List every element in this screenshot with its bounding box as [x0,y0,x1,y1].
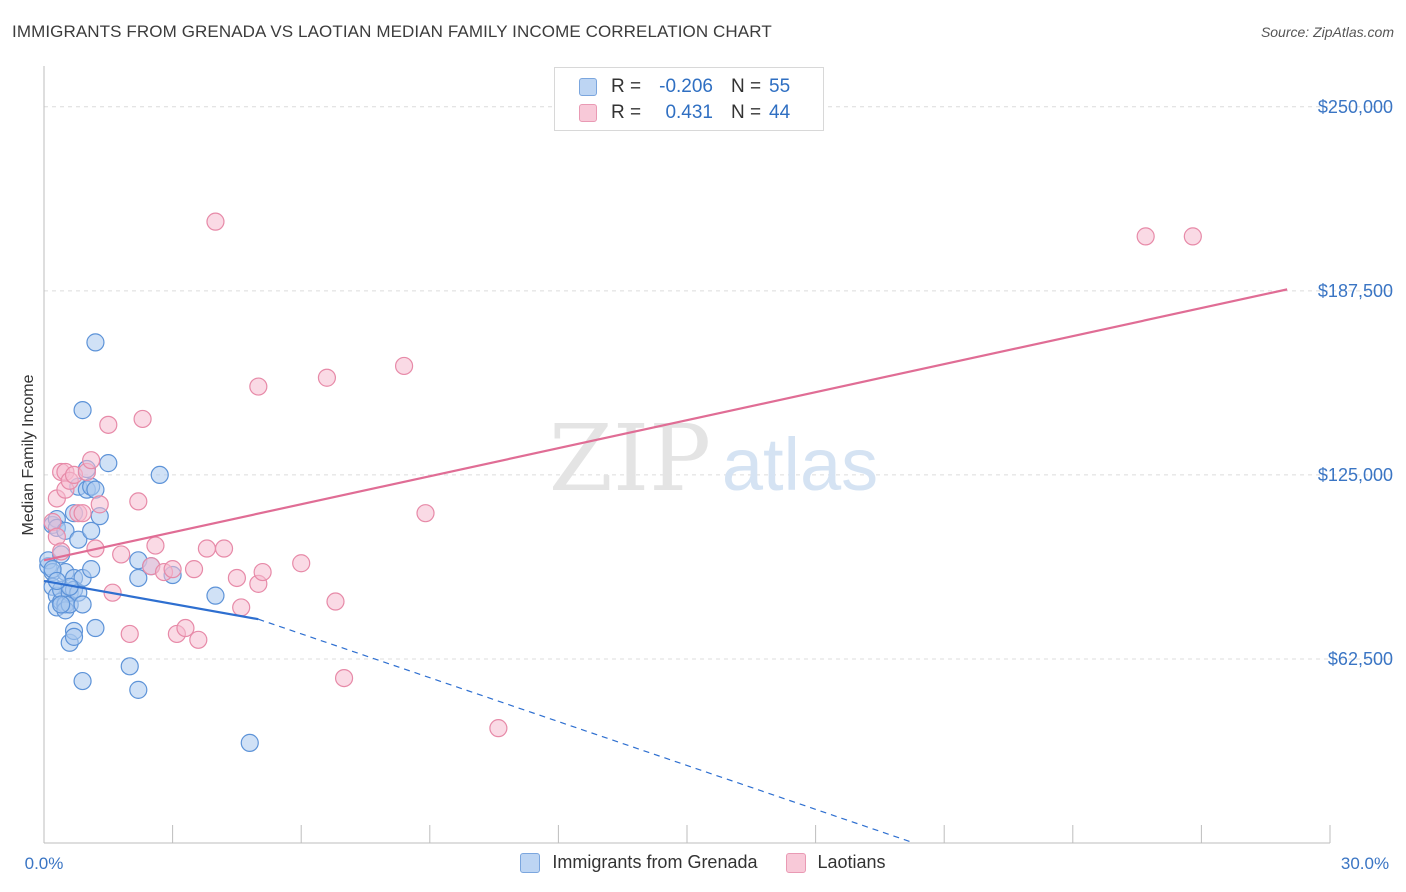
grenada-point [129,568,148,588]
laotians-point [133,409,152,429]
legend-r-label: R = [611,102,642,123]
laotians-point [334,668,354,688]
legend-n-value: 55 [769,76,791,97]
y-tick-label: $62,500 [1328,649,1393,669]
laotians-point [416,504,435,523]
laotians-point [206,212,225,231]
trend-lines [43,288,1288,844]
laotians-point [146,536,165,555]
legend-r-value: -0.206 [659,76,713,97]
laotians-trend-line [43,288,1288,562]
grenada-point [52,595,71,614]
watermark-zip: ZIP [549,405,711,512]
x-tick-label: 30.0% [1341,854,1389,873]
grenada-point [99,454,118,473]
laotians-point [120,624,139,644]
laotians-point [184,560,204,579]
y-axis-label: Median Family Income [20,374,37,535]
y-tick-label: $250,000 [1318,97,1393,117]
grenada-point [86,618,105,638]
legend-swatch-blue [579,78,597,96]
laotians-point [317,368,337,387]
grenada-trend-extension [258,618,915,844]
laotians-point [99,415,118,434]
grenada-point [150,465,169,485]
correlation-legend: R = -0.206 N = 55 R = 0.431 N = 44 [554,67,824,131]
laotians-point [82,451,101,470]
chart-source: Source: ZipAtlas.com [1260,24,1394,40]
laotians-point [253,562,272,582]
x-tick-label: 0.0% [25,854,64,873]
laotians-point [129,492,148,511]
gridlines [44,106,1395,660]
y-axis-ticks: $62,500 $125,000 $187,500 $250,000 [1318,97,1393,669]
grenada-point [120,657,139,676]
chart-title: IMMIGRANTS FROM GRENADA VS LAOTIAN MEDIA… [12,22,772,41]
grenada-point [73,595,92,614]
x-axis-ticks: 0.0% 30.0% [25,854,1389,873]
legend-item-grenada: Immigrants from Grenada [520,852,758,873]
legend-r-label: R = [611,76,642,97]
laotians-point [1136,227,1155,246]
legend-n-label: N = [731,102,762,123]
legend-row-grenada: R = -0.206 N = 55 [579,74,790,100]
laotians-point [1183,227,1202,246]
laotians-point [176,618,195,638]
legend-n-value: 44 [769,102,791,123]
legend-label-laotians: Laotians [817,852,886,872]
axes [43,66,1331,844]
grenada-point [47,571,66,591]
legend-row-laotians: R = 0.431 N = 44 [579,100,790,126]
laotians-point [292,554,311,573]
laotians-point [249,377,268,396]
grenada-point [69,530,88,549]
legend-r-value: 0.431 [665,102,713,123]
laotians-point [214,539,234,558]
laotians-point [197,539,216,558]
laotians-point [112,545,131,564]
grenada-trend-line [43,579,259,621]
laotians-point [90,495,109,514]
legend-swatch-pink [785,852,806,873]
y-tick-label: $125,000 [1318,465,1393,485]
grenada-point [206,586,225,605]
grenada-point [129,680,148,699]
legend-label-grenada: Immigrants from Grenada [552,852,758,872]
laotians-point [189,630,208,649]
grenada-point [73,401,92,420]
laotians-point [394,356,414,376]
series-legend: Immigrants from Grenada Laotians [0,852,1406,873]
legend-n-label: N = [731,76,762,97]
grenada-point [64,627,84,646]
laotians-point [489,719,508,738]
watermark-atlas: atlas [722,423,878,506]
legend-item-laotians: Laotians [785,852,886,873]
laotians-point [73,504,92,523]
legend-swatch-pink [579,104,597,122]
grenada-point [240,733,259,752]
y-tick-label: $187,500 [1318,281,1393,301]
grenada-point [73,671,92,691]
grenada-point [86,333,105,352]
grenada-point [82,521,101,540]
series-laotians-points [43,212,1202,738]
laotians-point [232,598,251,617]
laotians-point [163,560,182,579]
laotians-point [326,592,345,611]
legend-swatch-blue [520,852,541,873]
laotians-point [227,568,246,588]
grenada-point [82,560,101,579]
